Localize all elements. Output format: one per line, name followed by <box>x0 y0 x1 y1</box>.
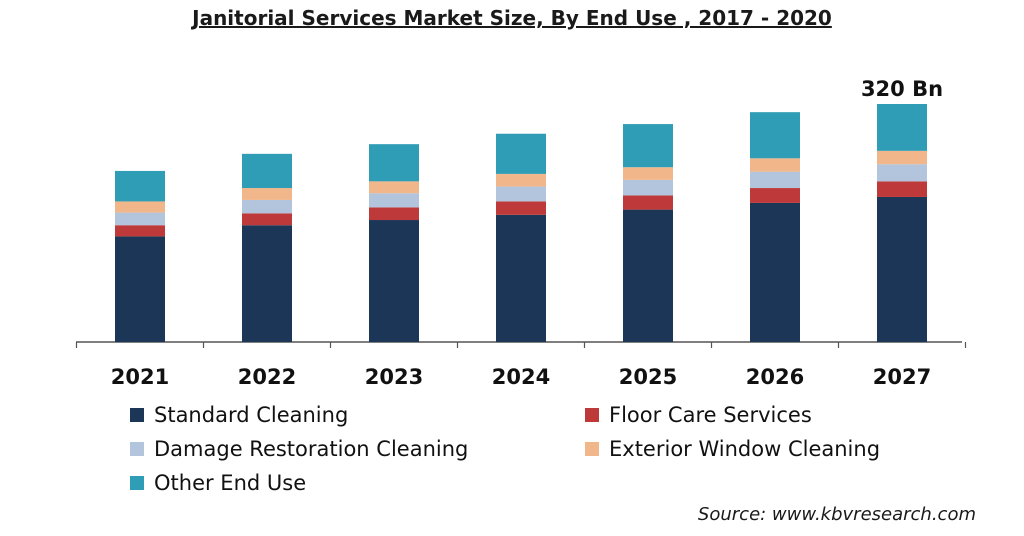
bar-standard-cleaning-2024 <box>496 214 546 342</box>
x-tick-label-2025: 2025 <box>619 365 677 389</box>
legend-swatch-damage-restoration-cleaning <box>130 442 144 456</box>
bar-standard-cleaning-2022 <box>242 225 292 342</box>
bar-damage-restoration-cleaning-2024 <box>496 186 546 202</box>
bar-damage-restoration-cleaning-2026 <box>750 171 800 189</box>
bar-other-end-use-2024 <box>496 133 546 174</box>
legend-swatch-other-end-use <box>130 476 144 490</box>
bar-floor-care-services-2027 <box>877 181 927 197</box>
bar-standard-cleaning-2027 <box>877 196 927 342</box>
legend-label-other-end-use: Other End Use <box>154 471 307 495</box>
bar-standard-cleaning-2026 <box>750 202 800 342</box>
legend-swatch-standard-cleaning <box>130 408 144 422</box>
legend-other-end-use: Other End Use <box>130 468 306 498</box>
bar-exterior-window-cleaning-2026 <box>750 158 800 172</box>
bar-exterior-window-cleaning-2021 <box>115 201 165 213</box>
bar-damage-restoration-cleaning-2025 <box>623 179 673 196</box>
bar-damage-restoration-cleaning-2023 <box>369 193 419 208</box>
bar-exterior-window-cleaning-2025 <box>623 167 673 180</box>
chart-title: Janitorial Services Market Size, By End … <box>192 6 832 30</box>
legend-label-damage-restoration-cleaning: Damage Restoration Cleaning <box>154 437 469 461</box>
stacked-bar-chart: 2021 2022 2023 2024 2025 2026 2027 320 Bn <box>75 77 967 389</box>
x-tick-label-2026: 2026 <box>746 365 804 389</box>
bar-floor-care-services-2022 <box>242 213 292 226</box>
legend-label-exterior-window-cleaning: Exterior Window Cleaning <box>609 437 881 461</box>
bar-other-end-use-2021 <box>115 170 165 202</box>
bar-other-end-use-2022 <box>242 153 292 189</box>
x-tick-label-2022: 2022 <box>238 365 296 389</box>
x-tick-label-2024: 2024 <box>492 365 550 389</box>
bar-exterior-window-cleaning-2024 <box>496 173 546 187</box>
bar-exterior-window-cleaning-2022 <box>242 188 292 200</box>
x-tick-label-2021: 2021 <box>111 365 169 389</box>
legend-swatch-floor-care-services <box>585 408 599 422</box>
bar-floor-care-services-2025 <box>623 195 673 210</box>
bar-floor-care-services-2021 <box>115 225 165 237</box>
bar-damage-restoration-cleaning-2027 <box>877 164 927 182</box>
bar-damage-restoration-cleaning-2022 <box>242 199 292 214</box>
legend-damage-restoration-cleaning: Damage Restoration Cleaning <box>130 434 468 464</box>
bar-other-end-use-2023 <box>369 144 419 182</box>
bar-standard-cleaning-2023 <box>369 220 419 342</box>
legend-standard-cleaning: Standard Cleaning <box>130 400 348 430</box>
bar-other-end-use-2027 <box>877 104 927 151</box>
bar-floor-care-services-2024 <box>496 201 546 215</box>
bar-exterior-window-cleaning-2027 <box>877 150 927 165</box>
x-tick-label-2023: 2023 <box>365 365 423 389</box>
total-annotation-label: 320 Bn <box>861 77 943 101</box>
legend-swatch-exterior-window-cleaning <box>585 442 599 456</box>
source-credit: Source: www.kbvresearch.com <box>697 504 976 525</box>
legend-label-standard-cleaning: Standard Cleaning <box>154 403 349 427</box>
bar-standard-cleaning-2021 <box>115 236 165 342</box>
bar-standard-cleaning-2025 <box>623 209 673 342</box>
bar-damage-restoration-cleaning-2021 <box>115 212 165 226</box>
bar-other-end-use-2025 <box>623 124 673 168</box>
legend-floor-care-services: Floor Care Services <box>585 400 812 430</box>
legend-exterior-window-cleaning: Exterior Window Cleaning <box>585 434 880 464</box>
bar-floor-care-services-2026 <box>750 188 800 203</box>
bar-exterior-window-cleaning-2023 <box>369 181 419 194</box>
legend-label-floor-care-services: Floor Care Services <box>609 403 812 427</box>
bar-other-end-use-2026 <box>750 112 800 159</box>
x-tick-label-2027: 2027 <box>873 365 931 389</box>
bar-floor-care-services-2023 <box>369 207 419 221</box>
